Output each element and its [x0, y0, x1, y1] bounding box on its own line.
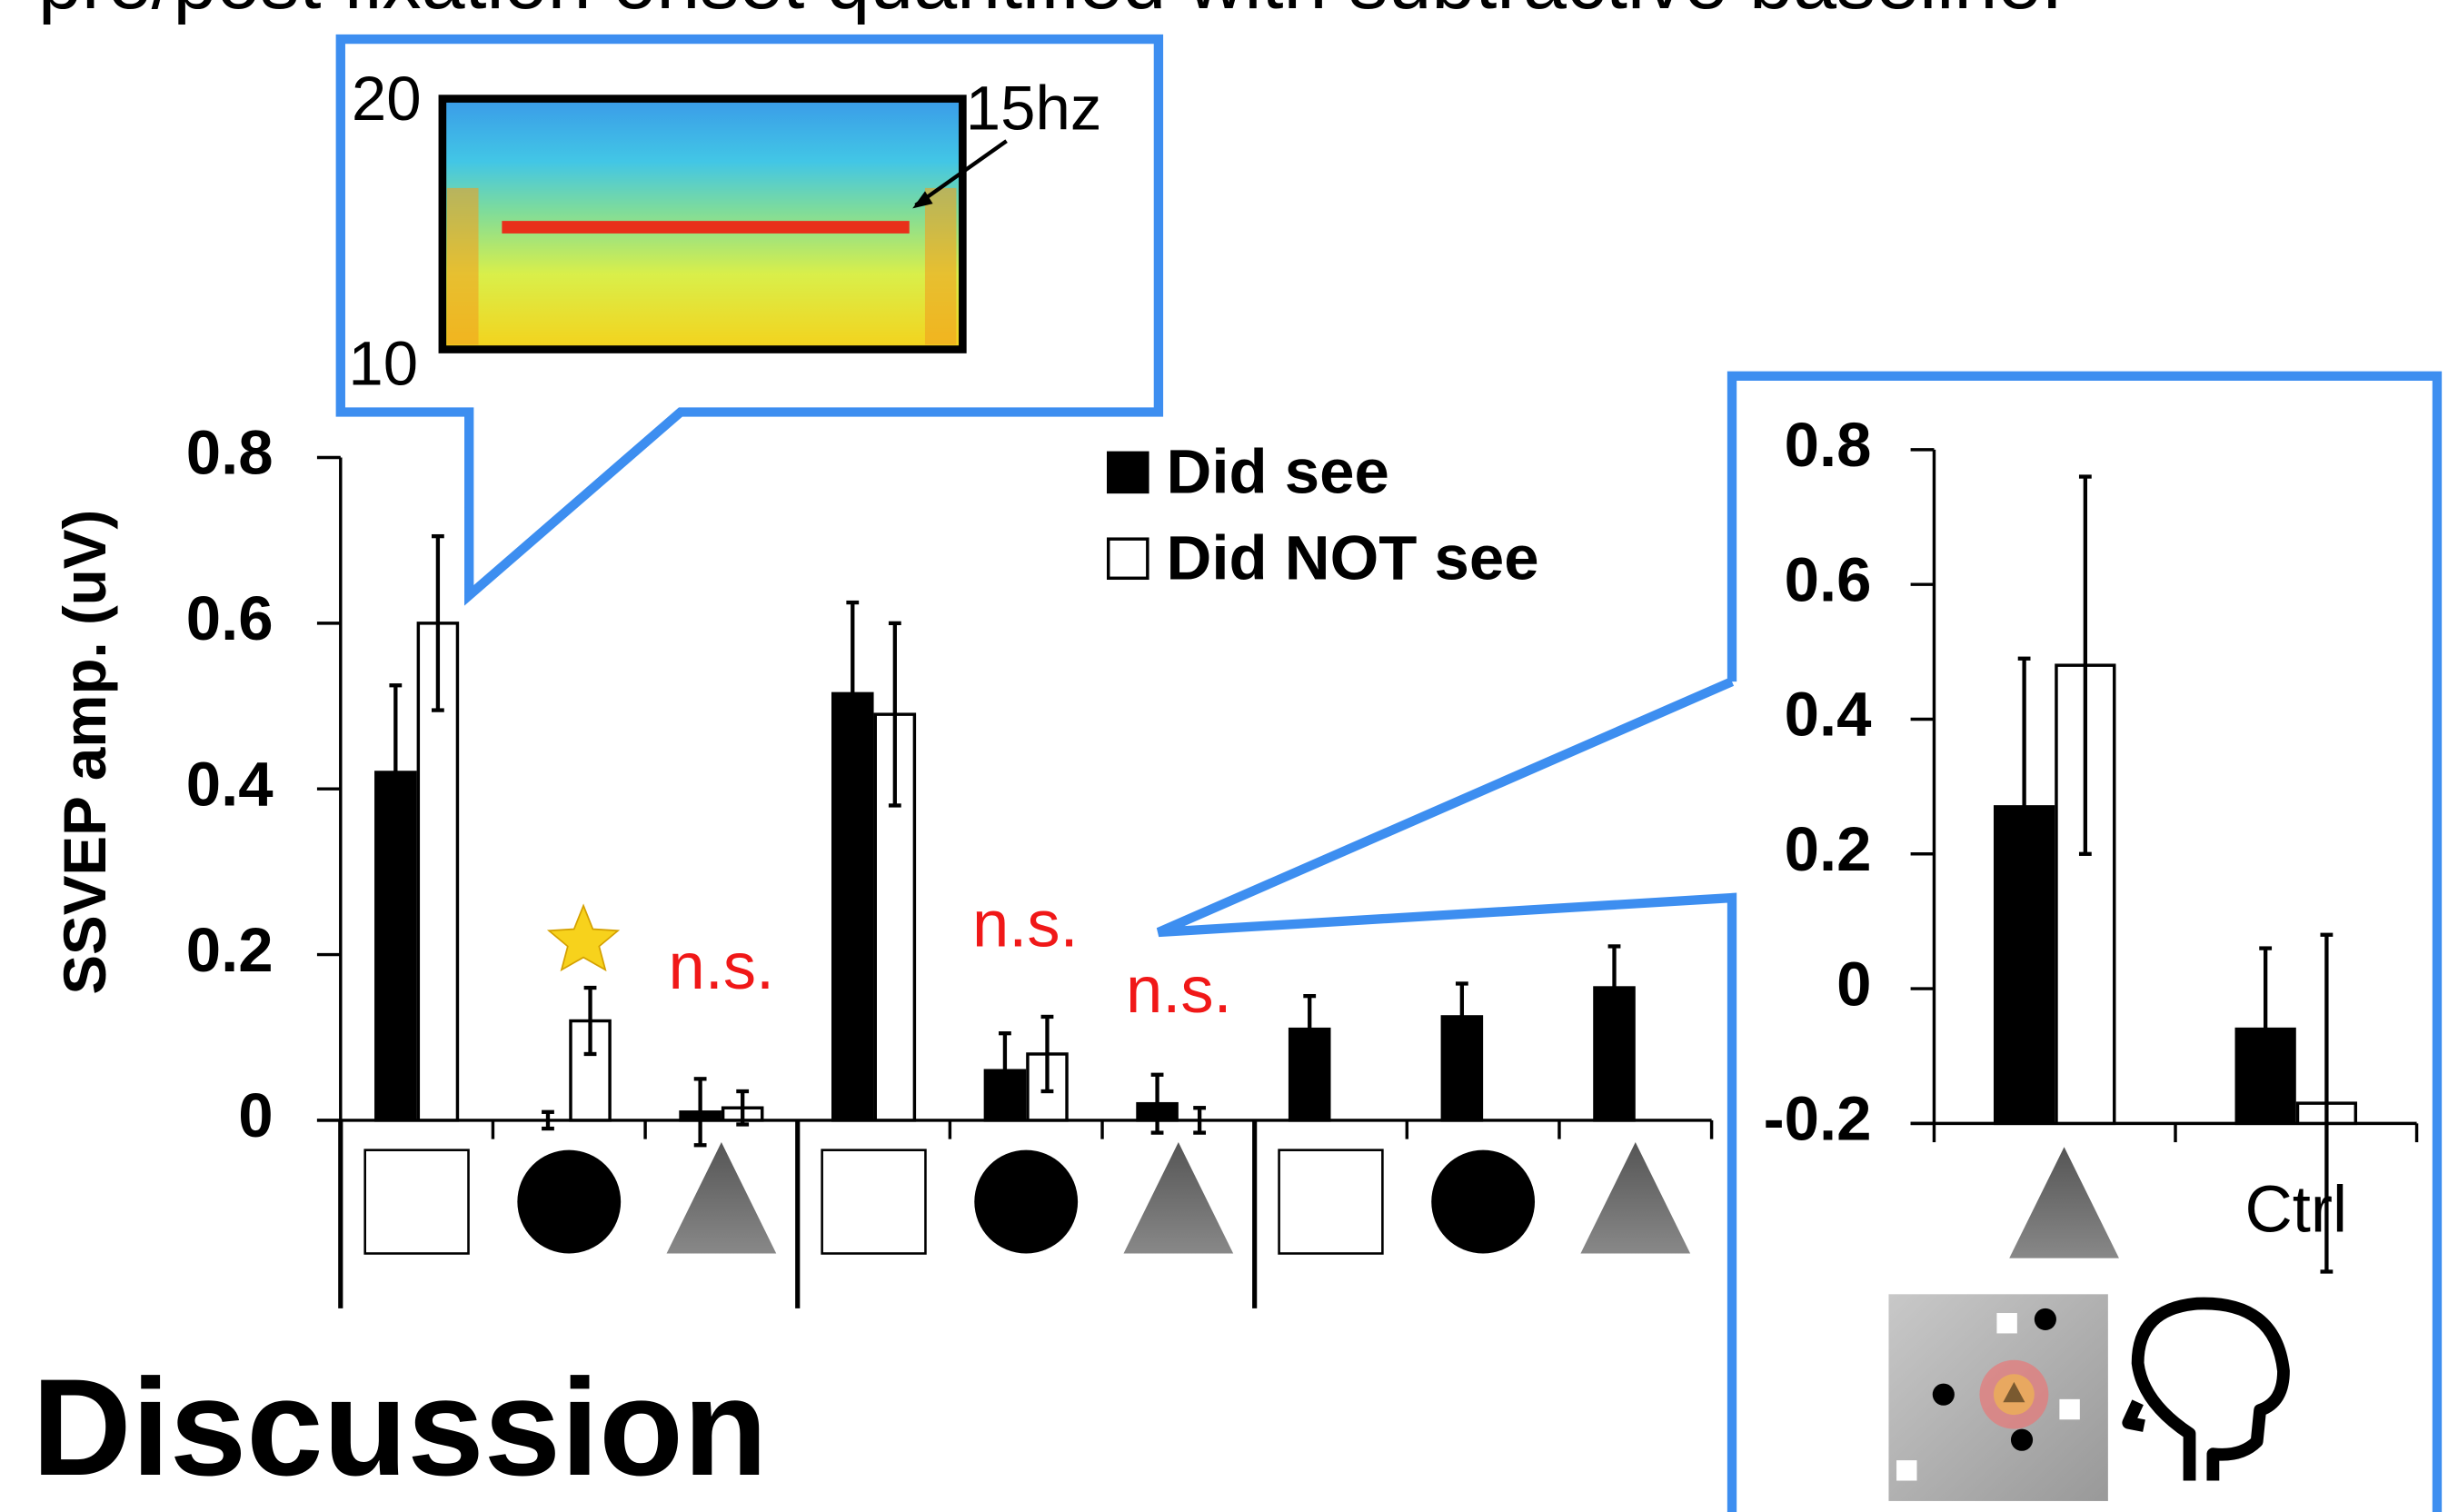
page: {"header": {"title": "pre/post fixation …: [0, 0, 2458, 1512]
annotation: n.s.: [972, 888, 1079, 961]
slide: pre/post fixation onset quantified with …: [0, 0, 2458, 1512]
triangle-shape: [1580, 1142, 1690, 1253]
spectrogram-annotation: 15hz: [966, 73, 1102, 143]
x-tick-label: Ctrl: [2244, 1172, 2347, 1246]
legend-label: Did NOT see: [1167, 522, 1539, 592]
legend-swatch: [1109, 539, 1148, 578]
triangle-shape: [667, 1142, 777, 1253]
circle-shape: [974, 1150, 1078, 1254]
y-tick-label: 0.6: [1785, 544, 1872, 614]
y-tick-label: 0.4: [1785, 680, 1872, 750]
y-tick-label: 0.2: [186, 915, 274, 985]
annotation: n.s.: [1126, 953, 1232, 1027]
significance-star: [549, 906, 618, 970]
section-title: Discussion: [32, 1351, 768, 1505]
triangle-shape: [2009, 1147, 2119, 1258]
y-tick-label: 0.8: [186, 418, 274, 488]
y-tick-label: 0: [1836, 949, 1871, 1019]
square-shape: [1279, 1150, 1383, 1254]
stimulus-icon: [1888, 1294, 2284, 1501]
y-axis-label: SSVEP amp. (uV): [52, 510, 118, 995]
legend-swatch: [1109, 453, 1148, 492]
y-tick-label: 0: [238, 1080, 273, 1150]
triangle-shape: [1123, 1142, 1233, 1253]
spectrogram-tick: 20: [352, 64, 422, 134]
legend-label: Did see: [1167, 436, 1389, 506]
spectrogram-tick: 10: [348, 328, 418, 398]
y-tick-label: 0.8: [1785, 410, 1872, 480]
circle-shape: [1431, 1150, 1535, 1254]
square-shape: [822, 1150, 926, 1254]
y-tick-label: -0.2: [1764, 1084, 1872, 1154]
square-shape: [365, 1150, 469, 1254]
y-tick-label: 0.6: [186, 583, 274, 653]
y-tick-label: 0.4: [186, 749, 274, 819]
circle-shape: [517, 1150, 621, 1254]
spectrogram: [443, 99, 1007, 350]
header-title: pre/post fixation onset quantified with …: [38, 0, 2063, 25]
y-tick-label: 0.2: [1785, 814, 1872, 884]
annotation: n.s.: [668, 930, 774, 1003]
